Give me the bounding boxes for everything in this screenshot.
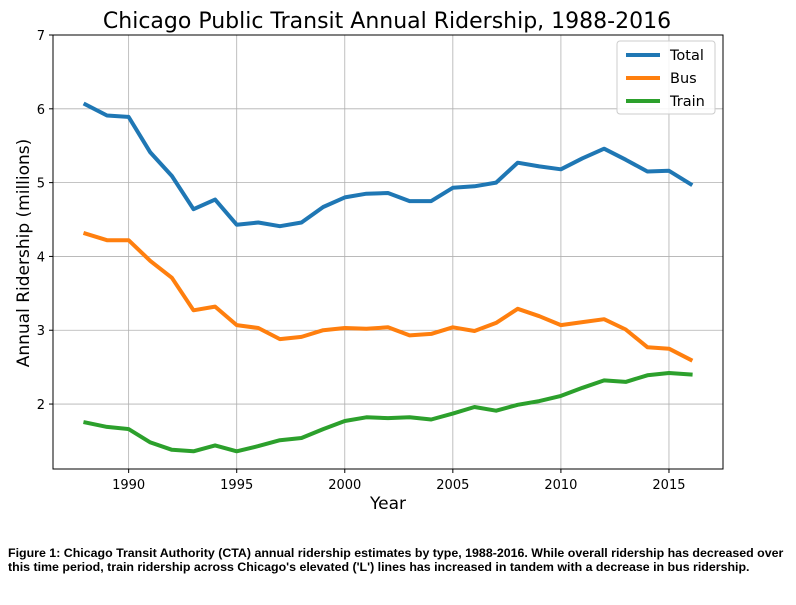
legend-box: [616, 40, 716, 115]
axis-ticks: 1990 1995 2000 2005 2010 2015 2 3 4 5 6 7: [37, 29, 686, 493]
x-tick-label: 2000: [328, 478, 361, 493]
series-line-train: [83, 371, 693, 454]
legend-label-train: Train: [669, 94, 705, 110]
y-tick-label: 4: [37, 250, 45, 265]
y-tick-label: 5: [37, 177, 45, 192]
y-tick-label: 2: [37, 398, 45, 413]
figure-caption: Figure 1: Chicago Transit Authority (CTA…: [8, 546, 784, 574]
y-tick-label: 3: [37, 324, 45, 339]
series-line-total: [82, 101, 694, 229]
legend-label-bus: Bus: [670, 71, 697, 87]
series-lines: [82, 101, 694, 454]
series-line-bus: [82, 230, 694, 363]
y-tick-label: 6: [37, 103, 45, 118]
x-tick-label: 2010: [544, 478, 577, 493]
x-tick-label: 2005: [436, 478, 469, 493]
ridership-line-chart: Chicago Public Transit Annual Ridership,…: [14, 9, 724, 514]
y-axis-label: Annual Ridership (millions): [14, 139, 34, 368]
chart-title: Chicago Public Transit Annual Ridership,…: [103, 9, 671, 34]
y-tick-label: 7: [37, 29, 45, 44]
legend: Total Bus Train: [616, 40, 716, 115]
x-axis-label: Year: [369, 494, 406, 514]
x-tick-label: 2015: [652, 478, 685, 493]
legend-label-total: Total: [669, 48, 704, 64]
x-tick-label: 1990: [112, 478, 145, 493]
plot-frame: [52, 34, 724, 470]
x-tick-label: 1995: [220, 478, 253, 493]
